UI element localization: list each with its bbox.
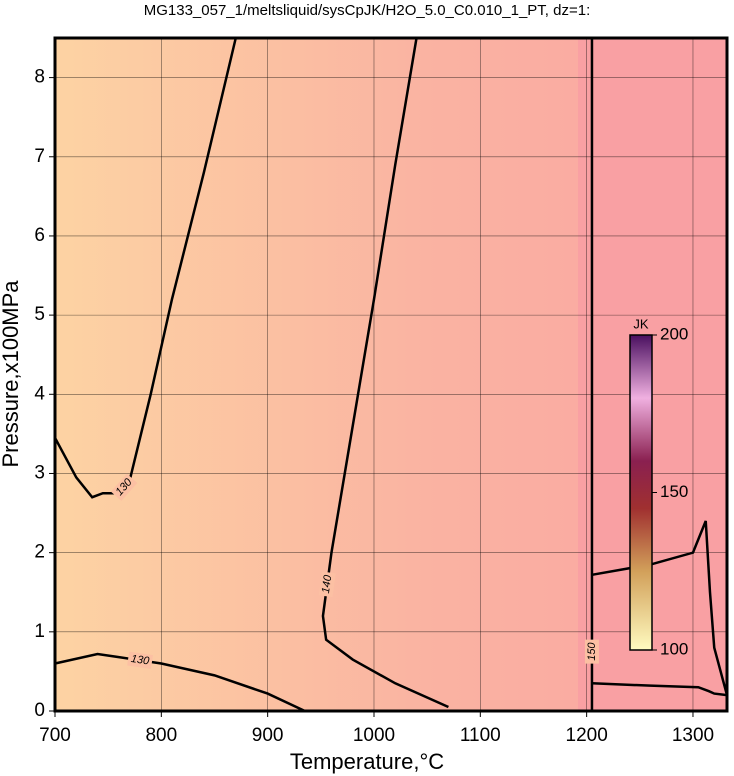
contour-label-bg [318, 571, 336, 598]
y-axis-label: Pressure,x100MPa [0, 280, 23, 468]
contour-label-bg [110, 473, 138, 501]
y-tick-label: 7 [34, 146, 45, 167]
y-tick-label: 3 [34, 462, 45, 483]
x-axis-label: Temperature,°C [290, 749, 444, 774]
y-tick-label: 0 [34, 700, 45, 721]
contour-label: 130 [130, 653, 151, 668]
contour-label: 140 [320, 574, 334, 595]
x-tick-label: 800 [145, 725, 177, 746]
colorbar [629, 334, 653, 651]
x-tick-label: 1200 [566, 725, 608, 746]
plot-frame [53, 36, 729, 713]
contour-label: 150 [586, 642, 598, 661]
y-tick-label: 8 [34, 67, 45, 88]
y-tick-label: 2 [34, 542, 45, 563]
y-tick-label: 6 [34, 225, 45, 246]
y-tick-label: 1 [34, 621, 45, 642]
contour-label-bg [127, 651, 153, 670]
contour-line [591, 682, 728, 697]
chart-title: MG133_057_1/meltsliquid/sysCpJK/H2O_5.0_… [144, 2, 591, 19]
colorbar-tick-label: 150 [660, 482, 688, 501]
x-tick-label: 1300 [672, 725, 714, 746]
y-tick-label: 5 [34, 304, 45, 325]
colorbar-tick-label: 100 [660, 639, 688, 658]
x-tick-label: 1100 [460, 725, 501, 746]
x-tick-label: 700 [39, 725, 71, 746]
x-tick-label: 1000 [353, 725, 395, 746]
y-tick-label: 4 [34, 383, 45, 404]
colorbar-tick-label: 200 [660, 324, 688, 343]
x-tick-label: 900 [252, 725, 284, 746]
contour-line [54, 652, 306, 713]
colorbar-label: JK [633, 316, 649, 331]
contour-label-bg [584, 639, 599, 664]
